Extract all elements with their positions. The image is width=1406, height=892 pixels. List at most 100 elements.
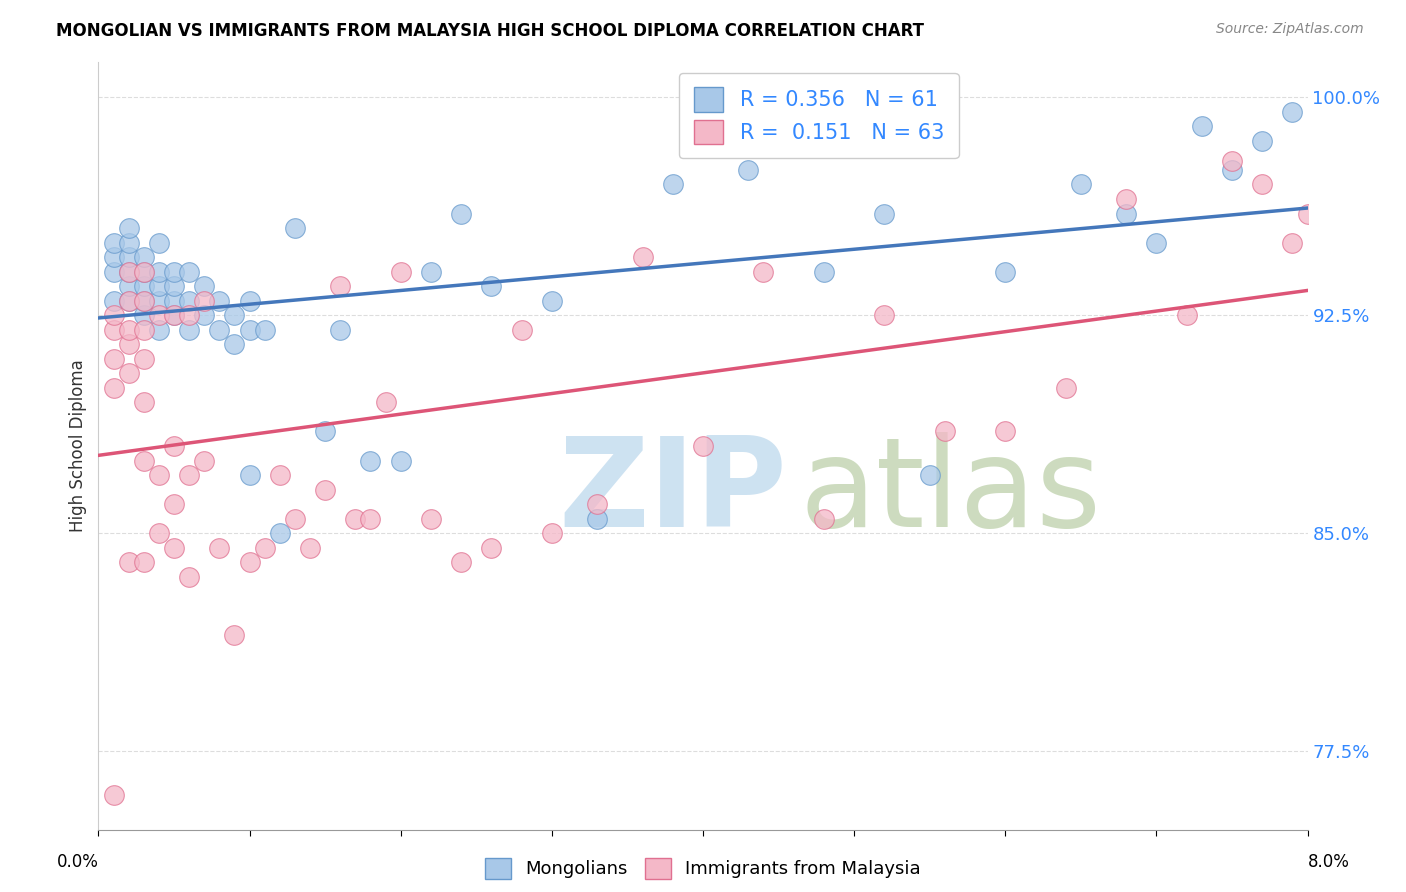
- Point: [148, 526, 170, 541]
- Point: [132, 265, 155, 279]
- Point: [540, 293, 562, 308]
- Point: [631, 250, 654, 264]
- Point: [163, 293, 186, 308]
- Point: [994, 265, 1017, 279]
- Point: [118, 323, 141, 337]
- Point: [813, 265, 835, 279]
- Point: [1070, 178, 1092, 192]
- Point: [224, 308, 246, 322]
- Point: [179, 308, 201, 322]
- Point: [193, 293, 215, 308]
- Point: [118, 265, 141, 279]
- Point: [103, 250, 125, 264]
- Point: [1146, 235, 1168, 250]
- Point: [873, 206, 896, 220]
- Point: [586, 511, 609, 525]
- Point: [224, 337, 246, 351]
- Point: [934, 425, 956, 439]
- Text: 0.0%: 0.0%: [56, 853, 98, 871]
- Point: [314, 483, 336, 497]
- Point: [299, 541, 322, 555]
- Point: [163, 497, 186, 511]
- Point: [132, 555, 155, 569]
- Point: [481, 279, 503, 293]
- Point: [118, 367, 141, 381]
- Point: [389, 453, 412, 467]
- Point: [586, 497, 609, 511]
- Point: [132, 351, 155, 366]
- Point: [163, 541, 186, 555]
- Point: [661, 178, 683, 192]
- Point: [132, 279, 155, 293]
- Point: [208, 293, 231, 308]
- Point: [510, 323, 533, 337]
- Point: [163, 308, 186, 322]
- Point: [540, 526, 562, 541]
- Point: [132, 293, 155, 308]
- Point: [253, 541, 276, 555]
- Point: [179, 570, 201, 584]
- Point: [360, 511, 382, 525]
- Point: [329, 279, 352, 293]
- Point: [193, 308, 215, 322]
- Point: [1054, 381, 1077, 395]
- Point: [253, 323, 276, 337]
- Point: [103, 351, 125, 366]
- Point: [179, 265, 201, 279]
- Point: [118, 337, 141, 351]
- Point: [118, 279, 141, 293]
- Point: [1251, 134, 1274, 148]
- Point: [103, 308, 125, 322]
- Text: Source: ZipAtlas.com: Source: ZipAtlas.com: [1216, 22, 1364, 37]
- Point: [208, 323, 231, 337]
- Point: [179, 293, 201, 308]
- Point: [692, 439, 714, 453]
- Point: [813, 511, 835, 525]
- Point: [481, 541, 503, 555]
- Legend: Mongolians, Immigrants from Malaysia: Mongolians, Immigrants from Malaysia: [478, 850, 928, 886]
- Point: [103, 788, 125, 802]
- Text: atlas: atlas: [800, 432, 1102, 552]
- Point: [374, 395, 396, 409]
- Point: [148, 308, 170, 322]
- Point: [239, 293, 262, 308]
- Point: [148, 235, 170, 250]
- Text: ZIP: ZIP: [558, 432, 786, 552]
- Point: [103, 235, 125, 250]
- Point: [103, 323, 125, 337]
- Point: [118, 221, 141, 235]
- Point: [450, 206, 472, 220]
- Point: [103, 265, 125, 279]
- Point: [132, 250, 155, 264]
- Point: [208, 541, 231, 555]
- Point: [239, 468, 262, 483]
- Point: [752, 265, 775, 279]
- Point: [994, 425, 1017, 439]
- Y-axis label: High School Diploma: High School Diploma: [69, 359, 87, 533]
- Point: [118, 293, 141, 308]
- Point: [179, 468, 201, 483]
- Point: [284, 511, 307, 525]
- Point: [132, 293, 155, 308]
- Point: [148, 293, 170, 308]
- Point: [329, 323, 352, 337]
- Point: [118, 250, 141, 264]
- Point: [284, 221, 307, 235]
- Point: [193, 279, 215, 293]
- Point: [450, 555, 472, 569]
- Point: [269, 526, 291, 541]
- Point: [1220, 154, 1243, 169]
- Text: 8.0%: 8.0%: [1308, 853, 1350, 871]
- Point: [179, 323, 201, 337]
- Point: [148, 279, 170, 293]
- Point: [163, 308, 186, 322]
- Point: [1296, 206, 1319, 220]
- Point: [193, 453, 215, 467]
- Point: [1175, 308, 1198, 322]
- Point: [360, 453, 382, 467]
- Point: [224, 628, 246, 642]
- Point: [132, 308, 155, 322]
- Point: [132, 265, 155, 279]
- Point: [269, 468, 291, 483]
- Point: [918, 468, 941, 483]
